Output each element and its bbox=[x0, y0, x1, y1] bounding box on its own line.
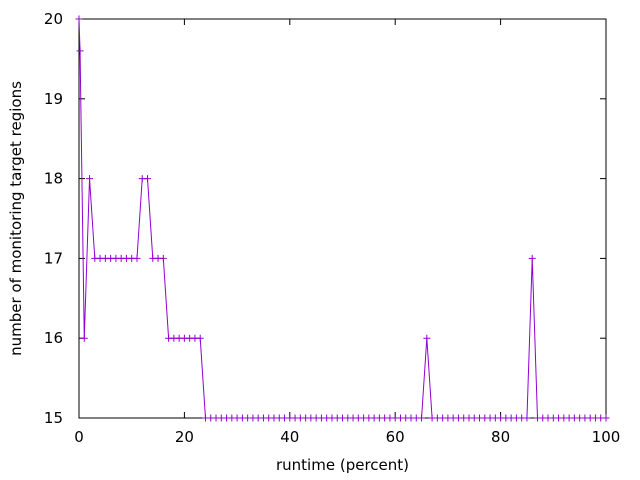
series-markers bbox=[75, 15, 610, 422]
x-tick-labels: 0 20 40 60 80 100 bbox=[74, 428, 620, 446]
data-point bbox=[133, 254, 141, 262]
data-point bbox=[159, 254, 167, 262]
y-tick-label: 17 bbox=[44, 249, 63, 267]
x-tick-label: 80 bbox=[491, 428, 510, 446]
y-tick-label: 19 bbox=[44, 90, 63, 108]
x-tick-label: 20 bbox=[175, 428, 194, 446]
data-point bbox=[523, 414, 531, 422]
data-point bbox=[418, 414, 426, 422]
data-point bbox=[80, 334, 88, 342]
plot-frame bbox=[78, 18, 607, 419]
y-tick-label: 20 bbox=[44, 10, 63, 28]
y-tick-label: 18 bbox=[44, 170, 63, 188]
x-axis-label: runtime (percent) bbox=[276, 456, 409, 474]
data-point bbox=[76, 47, 84, 55]
x-tick-label: 100 bbox=[592, 428, 621, 446]
series-line bbox=[78, 18, 606, 419]
y-axis-label: number of monitoring target regions bbox=[7, 81, 25, 356]
data-point bbox=[196, 334, 204, 342]
data-point bbox=[75, 15, 83, 23]
y-tick-labels: 15 16 17 18 19 20 bbox=[44, 10, 63, 427]
x-tick-label: 40 bbox=[280, 428, 299, 446]
y-tick-label: 15 bbox=[44, 409, 63, 427]
axis-ticks bbox=[78, 18, 607, 419]
x-tick-label: 60 bbox=[386, 428, 405, 446]
y-tick-label: 16 bbox=[44, 329, 63, 347]
data-point bbox=[144, 175, 152, 183]
data-point bbox=[86, 175, 94, 183]
x-tick-label: 0 bbox=[74, 428, 84, 446]
data-point bbox=[423, 334, 431, 342]
data-point bbox=[528, 254, 536, 262]
data-point bbox=[602, 414, 610, 422]
